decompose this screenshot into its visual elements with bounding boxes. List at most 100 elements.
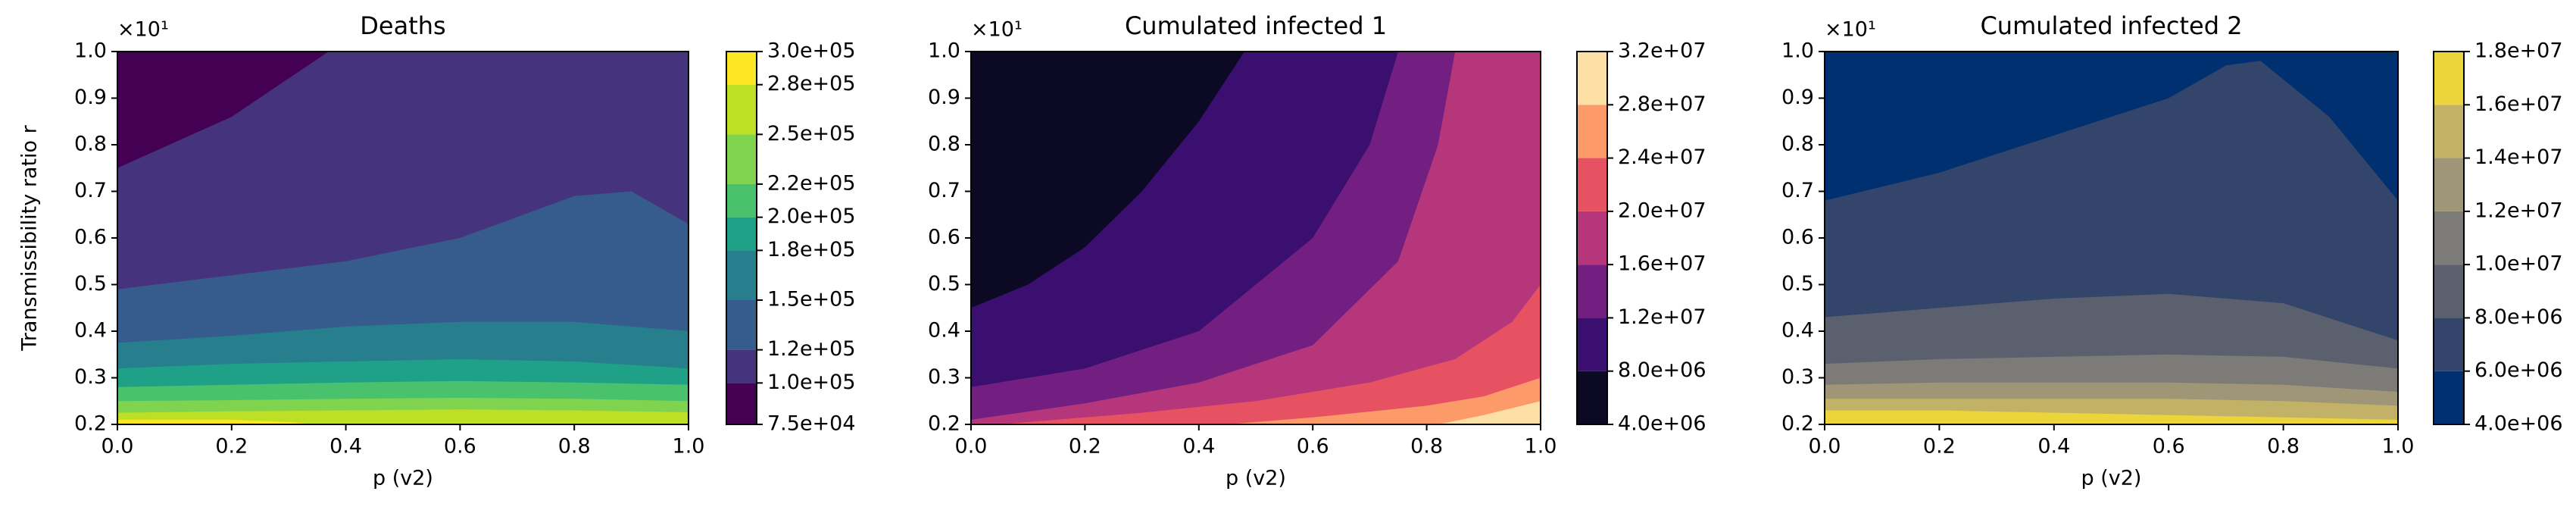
x-tick-label: 0.6 xyxy=(1297,435,1329,458)
colorbar-band xyxy=(726,383,757,424)
y-tick-label: 0.3 xyxy=(1781,365,1814,389)
y-tick-label: 0.2 xyxy=(1781,412,1814,436)
y-tick-label: 0.9 xyxy=(928,86,960,109)
x-tick-label: 0.4 xyxy=(1182,435,1215,458)
chart-title: Deaths xyxy=(360,11,445,40)
y-tick-label: 1.0 xyxy=(928,39,960,63)
colorbar-band xyxy=(1577,52,1607,105)
colorbar-band xyxy=(2434,211,2464,265)
y-tick-label: 0.9 xyxy=(1781,86,1814,109)
contour-area xyxy=(1825,52,2398,424)
colorbar-frame xyxy=(1576,51,1608,425)
colorbar-tick-label: 1.6e+07 xyxy=(1618,252,1706,276)
y-tick-label: 0.7 xyxy=(1781,179,1814,202)
colorbar-tick-label: 8.0e+06 xyxy=(2475,305,2563,329)
x-tick-label: 0.4 xyxy=(2037,435,2070,458)
colorbar-tick-label: 1.0e+07 xyxy=(2475,252,2563,276)
axis-offset-label: ×10¹ xyxy=(971,18,1023,42)
colorbar-tick-label: 1.2e+07 xyxy=(1618,305,1706,329)
colorbar-tick-label: 1.5e+05 xyxy=(767,288,856,311)
x-tick-label: 0.6 xyxy=(2153,435,2185,458)
y-tick-label: 0.4 xyxy=(1781,319,1814,343)
y-tick-label: 0.7 xyxy=(74,179,107,202)
colorbar-tick-label: 6.0e+06 xyxy=(2475,358,2563,382)
colorbar-tick-label: 3.2e+07 xyxy=(1618,39,1706,63)
colorbar-tick-label: 1.2e+07 xyxy=(2475,199,2563,222)
y-tick-label: 0.6 xyxy=(74,226,107,249)
colorbar-band xyxy=(1577,371,1607,424)
y-tick-label: 1.0 xyxy=(1781,39,1814,63)
y-tick-label: 0.6 xyxy=(1781,226,1814,249)
colorbar-band xyxy=(2434,52,2464,105)
y-tick-label: 0.5 xyxy=(74,272,107,296)
x-tick-label: 0.0 xyxy=(1809,435,1841,458)
colorbar-tick-label: 2.2e+05 xyxy=(767,171,856,195)
x-axis-label: p (v2) xyxy=(373,467,433,490)
colorbar-tick-label: 2.0e+05 xyxy=(767,205,856,228)
contour-region xyxy=(1825,410,2398,424)
subplot: 0.0 0.2 0.4 0.6 0.8 1.00.20.30.40.50.60.70.80… xyxy=(1781,11,2562,490)
colorbar-tick-label: 2.8e+07 xyxy=(1618,92,1706,116)
colorbar-band xyxy=(1577,158,1607,211)
colorbar-tick-label: 4.0e+06 xyxy=(2475,412,2563,436)
colorbar-tick-label: 1.4e+07 xyxy=(2475,146,2563,169)
y-tick-label: 0.3 xyxy=(928,365,960,389)
x-tick-label: 0.2 xyxy=(1923,435,1956,458)
colorbar-band xyxy=(726,250,757,300)
y-axis-label: Transmissibility ratio r xyxy=(18,124,42,351)
colorbar-tick-label: 3.0e+05 xyxy=(767,39,856,63)
subplot: 0.0 0.2 0.4 0.6 0.8 1.00.20.30.40.50.60.70.80… xyxy=(18,11,856,490)
contour-region xyxy=(971,284,1541,424)
colorbar-frame xyxy=(2433,51,2465,425)
contour-region xyxy=(117,409,688,424)
chart-title: Cumulated infected 1 xyxy=(1125,11,1387,40)
colorbar-band xyxy=(2434,318,2464,371)
chart-title: Cumulated infected 2 xyxy=(1980,11,2242,40)
contour-area xyxy=(117,52,688,424)
colorbar-band xyxy=(2434,371,2464,424)
colorbar-tick-label: 1.8e+05 xyxy=(767,238,856,261)
x-tick-label: 1.0 xyxy=(1525,435,1557,458)
colorbar-band xyxy=(726,300,757,350)
x-tick-label: 0.8 xyxy=(1410,435,1443,458)
colorbar-tick-label: 7.5e+04 xyxy=(767,412,856,436)
colorbar-band xyxy=(2434,105,2464,158)
x-tick-label: 1.0 xyxy=(673,435,705,458)
colorbar-tick-label: 8.0e+06 xyxy=(1618,358,1706,382)
x-tick-label: 0.8 xyxy=(2267,435,2300,458)
colorbar-band xyxy=(2434,264,2464,318)
y-tick-label: 0.9 xyxy=(74,86,107,109)
colorbar-tick-label: 1.0e+05 xyxy=(767,371,856,394)
y-tick-label: 0.3 xyxy=(74,365,107,389)
colorbar-band xyxy=(726,84,757,135)
y-tick-label: 0.2 xyxy=(928,412,960,436)
x-tick-label: 0.8 xyxy=(558,435,591,458)
colorbar-tick-label: 1.8e+07 xyxy=(2475,39,2563,63)
colorbar-band xyxy=(726,183,757,217)
colorbar-frame xyxy=(726,51,757,425)
contour-region xyxy=(117,419,688,424)
x-tick-label: 0.4 xyxy=(329,435,362,458)
colorbar-band xyxy=(1577,211,1607,265)
y-tick-label: 0.5 xyxy=(1781,272,1814,296)
colorbar-band xyxy=(726,52,757,85)
subplot: 0.0 0.2 0.4 0.6 0.8 1.00.20.30.40.50.60.70.80… xyxy=(928,11,1706,490)
x-axis-label: p (v2) xyxy=(2081,467,2142,490)
x-tick-label: 0.0 xyxy=(955,435,988,458)
colorbar-tick-label: 2.0e+07 xyxy=(1618,199,1706,222)
x-tick-label: 0.2 xyxy=(1069,435,1101,458)
axis-offset-label: ×10¹ xyxy=(1825,18,1876,42)
y-tick-label: 0.6 xyxy=(928,226,960,249)
contour-area xyxy=(971,52,1541,424)
x-tick-label: 0.2 xyxy=(215,435,248,458)
contour-region xyxy=(971,52,1541,424)
colorbar-tick-label: 1.6e+07 xyxy=(2475,92,2563,116)
y-tick-label: 0.8 xyxy=(1781,133,1814,156)
axis-offset-label: ×10¹ xyxy=(117,18,169,42)
colorbar-band xyxy=(2434,158,2464,211)
colorbar-tick-label: 4.0e+06 xyxy=(1618,412,1706,436)
x-tick-label: 0.6 xyxy=(444,435,476,458)
colorbar-tick-label: 2.4e+07 xyxy=(1618,146,1706,169)
colorbar-band xyxy=(726,349,757,383)
